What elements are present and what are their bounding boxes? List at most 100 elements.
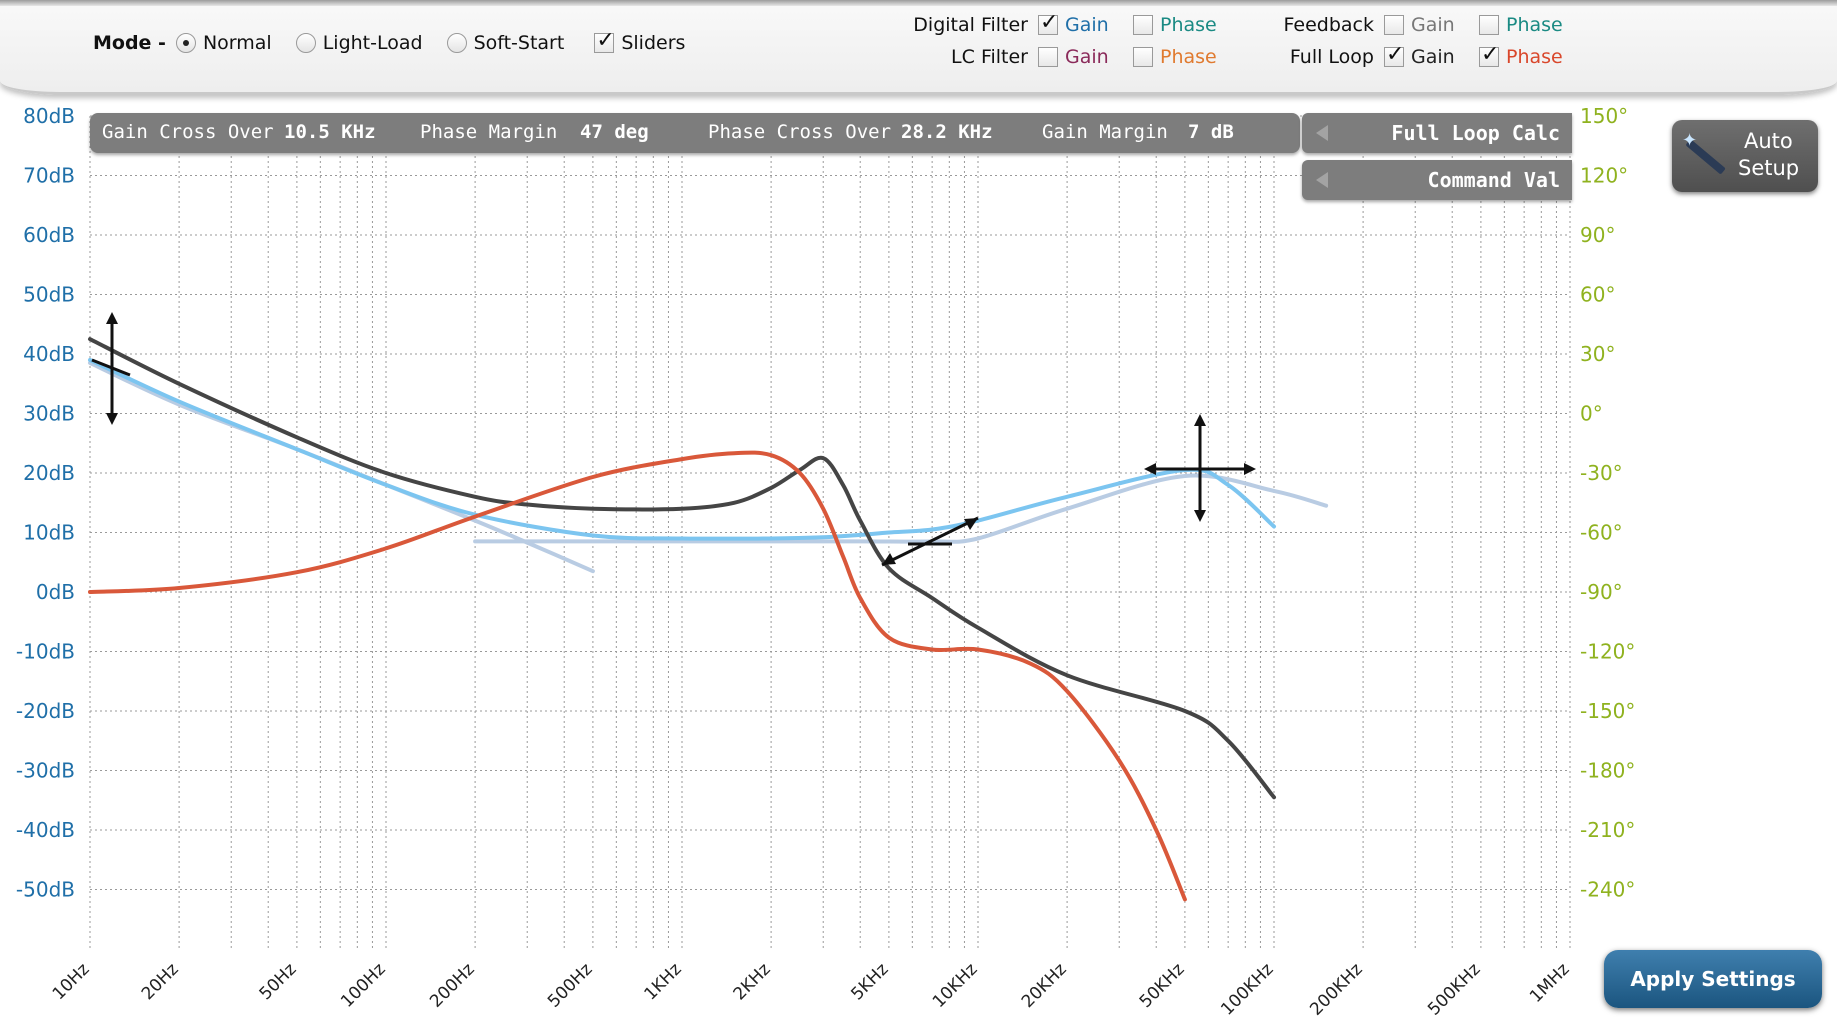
lc-filter-phase-checkbox[interactable] xyxy=(1133,47,1153,67)
x-tick-label: 20Hz xyxy=(138,959,183,1004)
x-tick-label: 200Hz xyxy=(426,959,478,1011)
full-loop-calc-button[interactable]: Full Loop Calc xyxy=(1302,113,1572,153)
chart-series xyxy=(88,337,1329,902)
gain-margin-label: Gain Margin xyxy=(1042,121,1168,143)
triangle-left-icon xyxy=(1316,172,1328,188)
y-left-tick-label: -10dB xyxy=(16,640,75,664)
full-loop-calc-label: Full Loop Calc xyxy=(1391,121,1560,145)
digital-filter-phase-label[interactable]: Phase xyxy=(1160,14,1217,36)
gain-margin-value: 7 dB xyxy=(1188,121,1234,143)
y-right-tick-label: -210° xyxy=(1580,818,1635,842)
x-tick-label: 2KHz xyxy=(730,959,775,1004)
soft-start-radio[interactable] xyxy=(446,33,467,53)
x-tick-label: 200KHz xyxy=(1306,959,1366,1019)
x-tick-label: 500Hz xyxy=(544,959,596,1011)
auto-setup-line2: Setup xyxy=(1738,156,1800,180)
slider-handles xyxy=(91,312,1256,567)
full-loop-phase-checkbox[interactable] xyxy=(1479,42,1499,67)
y-right-tick-label: 0° xyxy=(1580,402,1603,426)
y-right-tick-label: 30° xyxy=(1580,342,1615,366)
y-right-tick-label: -240° xyxy=(1580,878,1635,902)
feedback-label: Feedback xyxy=(1283,14,1374,36)
command-val-button[interactable]: Command Val xyxy=(1302,160,1572,200)
y-right-tick-label: -60° xyxy=(1580,521,1623,545)
lc-filter-gain-label[interactable]: Gain xyxy=(1065,46,1109,68)
y-left-tick-label: -50dB xyxy=(16,878,75,902)
mode-row: Mode - Normal Light-Load Soft-Start Slid… xyxy=(93,28,686,54)
auto-setup-line1: Auto xyxy=(1744,129,1793,153)
full-loop-row: Full Loop Gain Phase xyxy=(1250,42,1566,68)
y-right-tick-label: -150° xyxy=(1580,699,1635,723)
full-loop-gain-checkbox[interactable] xyxy=(1384,42,1404,67)
triangle-left-icon xyxy=(1316,125,1328,141)
y-left-tick-label: 10dB xyxy=(23,521,75,545)
y-right-tick-label: 120° xyxy=(1580,164,1628,188)
series-line xyxy=(88,450,1187,902)
lc-filter-row: LC Filter Gain Phase xyxy=(880,46,1220,68)
normal-label[interactable]: Normal xyxy=(202,32,272,54)
soft-start-label[interactable]: Soft-Start xyxy=(473,32,565,54)
sliders-checkbox[interactable] xyxy=(594,28,615,53)
normal-radio[interactable] xyxy=(175,33,196,53)
phase-margin-label: Phase Margin xyxy=(420,121,558,143)
y-left-tick-label: -30dB xyxy=(16,759,75,783)
apply-settings-button[interactable]: Apply Settings xyxy=(1604,950,1822,1008)
y-right-tick-label: -30° xyxy=(1580,461,1623,485)
chart-ticks: 80dB 70dB 60dB 50dB 40dB 30dB 20dB 10dB 0dB -10dB… xyxy=(16,104,1635,1020)
full-loop-gain-label[interactable]: Gain xyxy=(1411,46,1455,68)
feedback-phase-checkbox[interactable] xyxy=(1479,15,1499,35)
y-left-tick-label: 30dB xyxy=(23,402,75,426)
x-tick-label: 10KHz xyxy=(929,959,982,1012)
feedback-gain-checkbox[interactable] xyxy=(1384,15,1404,35)
full-loop-phase-label[interactable]: Phase xyxy=(1506,46,1563,68)
mid-freq-zero-handle[interactable] xyxy=(881,516,979,567)
chart-grid xyxy=(89,115,1571,950)
lc-filter-label: LC Filter xyxy=(951,46,1028,68)
x-tick-label: 20KHz xyxy=(1018,959,1071,1012)
digital-filter-gain-checkbox[interactable] xyxy=(1038,10,1058,35)
phase-cross-label: Phase Cross Over xyxy=(708,121,892,143)
series-line xyxy=(88,337,1276,800)
digital-filter-phase-checkbox[interactable] xyxy=(1133,15,1153,35)
y-left-tick-label: 20dB xyxy=(23,461,75,485)
y-right-tick-label: -180° xyxy=(1580,759,1635,783)
x-tick-label: 100Hz xyxy=(337,959,389,1011)
y-left-tick-label: 40dB xyxy=(23,342,75,366)
y-left-tick-label: 50dB xyxy=(23,283,75,307)
auto-setup-button[interactable]: ✦ Auto Setup xyxy=(1672,120,1818,192)
high-freq-pole-handle[interactable] xyxy=(1144,414,1256,522)
y-left-tick-label: 70dB xyxy=(23,164,75,188)
light-load-label[interactable]: Light-Load xyxy=(322,32,423,54)
digital-filter-gain-label[interactable]: Gain xyxy=(1065,14,1109,36)
low-freq-gain-handle[interactable] xyxy=(91,312,131,425)
series-line xyxy=(88,358,1276,541)
lc-filter-phase-label[interactable]: Phase xyxy=(1160,46,1217,68)
x-tick-label: 100KHz xyxy=(1217,959,1277,1019)
y-left-tick-label: 80dB xyxy=(23,104,75,128)
gain-cross-label: Gain Cross Over xyxy=(102,121,274,143)
y-left-tick-label: 0dB xyxy=(36,580,75,604)
y-left-tick-label: 60dB xyxy=(23,223,75,247)
x-tick-label: 1MHz xyxy=(1526,959,1574,1007)
feedback-gain-label[interactable]: Gain xyxy=(1411,14,1455,36)
phase-cross-value: 28.2 KHz xyxy=(901,121,993,143)
light-load-radio[interactable] xyxy=(295,33,316,53)
y-right-tick-label: 150° xyxy=(1580,104,1628,128)
lc-filter-gain-checkbox[interactable] xyxy=(1038,47,1058,67)
y-right-tick-label: -90° xyxy=(1580,580,1623,604)
feedback-phase-label[interactable]: Phase xyxy=(1506,14,1563,36)
sparkle-icon: ✦ xyxy=(1682,130,1698,151)
gain-cross-value: 10.5 KHz xyxy=(284,121,376,143)
y-right-tick-label: 60° xyxy=(1580,283,1615,307)
mode-label: Mode - xyxy=(93,32,166,54)
y-left-tick-label: -20dB xyxy=(16,699,75,723)
command-val-label: Command Val xyxy=(1427,168,1560,192)
sliders-label[interactable]: Sliders xyxy=(621,32,686,54)
x-tick-label: 50Hz xyxy=(256,959,301,1004)
loop-metrics-banner: Gain Cross Over 10.5 KHz Phase Margin 47… xyxy=(90,113,1300,153)
x-tick-label: 1KHz xyxy=(641,959,686,1004)
feedback-row: Feedback Gain Phase xyxy=(1250,14,1566,36)
digital-filter-row: Digital Filter Gain Phase xyxy=(880,10,1220,36)
y-left-tick-label: -40dB xyxy=(16,818,75,842)
